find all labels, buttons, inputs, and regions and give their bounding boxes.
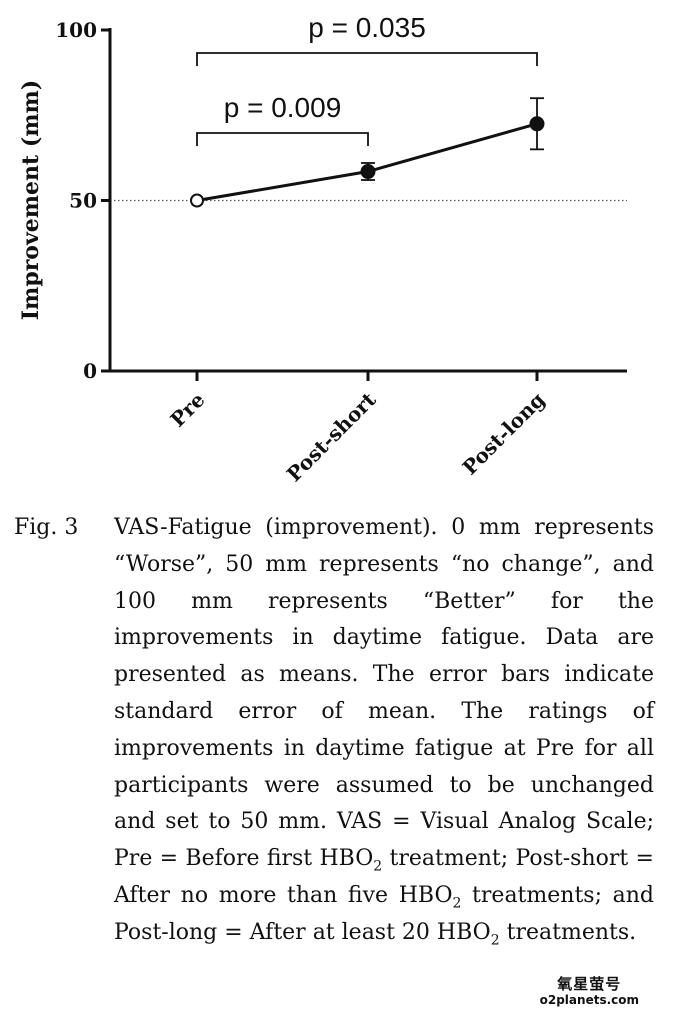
caption-part: treatments. — [499, 919, 637, 945]
y-axis-label: Improvement (mm) — [18, 80, 44, 320]
data-point — [360, 164, 376, 180]
caption-text: VAS-Fatigue (improvement). 0 mm represen… — [114, 510, 654, 952]
y-tick-label: 100 — [55, 18, 97, 42]
x-tick-label: Post-long — [458, 388, 550, 480]
vas-fatigue-chart: 0 50 100 Pre Post-short Post-long p = 0.009 p … — [18, 12, 627, 486]
watermark-url: o2planets.com — [539, 993, 639, 1007]
data-point — [529, 116, 545, 132]
watermark: 氧星萤号 o2planets.com — [539, 975, 639, 1008]
caption-subscript: 2 — [373, 858, 383, 875]
watermark-chinese-text: 氧星萤号 — [557, 975, 622, 993]
significance-bracket — [196, 52, 538, 66]
p-value-label: p = 0.035 — [308, 12, 426, 43]
significance-bracket — [196, 132, 369, 146]
caption-part: treatments; and Post-long = After at lea… — [114, 882, 654, 945]
caption-part: VAS-Fatigue (improvement). 0 mm represen… — [114, 515, 654, 872]
caption-subscript: 2 — [452, 895, 462, 912]
caption-part: treatment; Post-short = After no more th… — [114, 846, 654, 908]
figure-caption: Fig. 3 VAS-Fatigue (improvement). 0 mm r… — [14, 510, 654, 952]
y-tick-label: 50 — [69, 189, 97, 213]
caption-subscript: 2 — [490, 932, 500, 949]
data-point-open — [190, 193, 204, 208]
x-tick-label: Post-short — [282, 387, 381, 486]
p-value-label: p = 0.009 — [224, 92, 342, 123]
x-tick-label: Pre — [165, 388, 209, 432]
y-tick-label: 0 — [83, 359, 97, 383]
figure-number: Fig. 3 — [14, 515, 79, 540]
